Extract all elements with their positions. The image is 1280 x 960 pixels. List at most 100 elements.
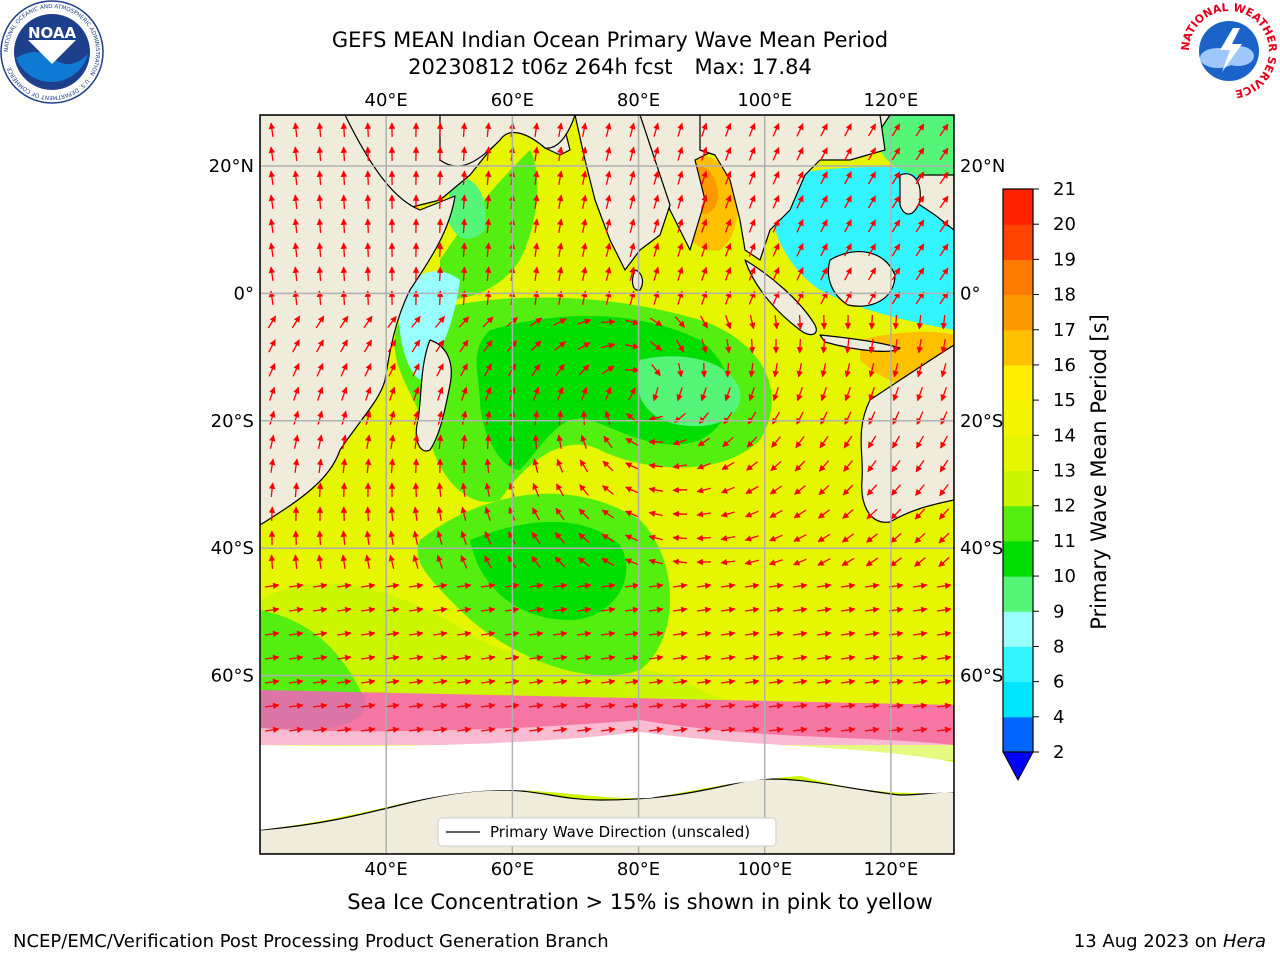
colorbar-tick-15: 20 bbox=[1053, 214, 1076, 235]
land-borneo bbox=[827, 251, 896, 307]
wave-arrow-243 bbox=[529, 317, 543, 327]
wave-arrow-142 bbox=[891, 219, 901, 233]
wave-arrow-651 bbox=[577, 654, 592, 662]
wave-arrow-523 bbox=[292, 554, 300, 570]
wave-arrow-578 bbox=[913, 582, 928, 590]
wave-arrow-425 bbox=[721, 461, 735, 471]
wave-arrow-622 bbox=[577, 630, 592, 638]
wave-arrow-473 bbox=[484, 506, 491, 521]
wave-arrow-103 bbox=[653, 194, 660, 209]
wave-arrow-352 bbox=[365, 410, 372, 425]
wave-arrow-617 bbox=[457, 630, 472, 638]
wave-arrow-684 bbox=[673, 678, 688, 686]
wave-arrow-54 bbox=[867, 147, 877, 161]
wave-arrow-595 bbox=[625, 606, 640, 614]
wave-arrow-485 bbox=[769, 510, 783, 518]
wave-arrow-264 bbox=[340, 339, 348, 353]
wave-arrow-624 bbox=[625, 630, 640, 638]
wave-arrow-145 bbox=[268, 242, 276, 257]
wave-arrow-235 bbox=[339, 315, 349, 329]
wave-arrow-182 bbox=[460, 266, 468, 282]
wave-arrow-460 bbox=[866, 484, 878, 496]
wave-arrow-160 bbox=[629, 242, 636, 257]
colorbar-bin-14 bbox=[1003, 224, 1033, 260]
wave-arrow-23 bbox=[820, 123, 828, 137]
wave-arrow-697 bbox=[289, 702, 304, 710]
wave-arrow-337 bbox=[700, 387, 707, 402]
wave-arrow-370 bbox=[796, 411, 804, 425]
wave-arrow-124 bbox=[460, 218, 468, 234]
wave-arrow-457 bbox=[794, 485, 806, 495]
wave-arrow-2 bbox=[316, 122, 324, 138]
wave-arrow-723 bbox=[913, 702, 928, 710]
wave-arrow-508 bbox=[625, 534, 639, 542]
wave-arrow-191 bbox=[677, 266, 684, 281]
wave-arrow-427 bbox=[770, 460, 782, 472]
wave-arrow-67 bbox=[484, 170, 492, 186]
wave-arrow-734 bbox=[481, 726, 496, 734]
wave-arrow-288 bbox=[916, 338, 924, 354]
lat-tick-right-1: 0° bbox=[960, 283, 980, 304]
wave-arrow-46 bbox=[677, 146, 684, 161]
wave-arrow-433 bbox=[915, 459, 925, 473]
wave-arrow-75 bbox=[677, 170, 684, 185]
wave-arrow-374 bbox=[892, 411, 900, 425]
wave-arrow-383 bbox=[412, 434, 420, 449]
lon-tick-top-1: 60°E bbox=[491, 90, 534, 111]
wave-arrow-638 bbox=[265, 654, 280, 662]
wave-arrow-353 bbox=[389, 410, 396, 425]
wave-arrow-398 bbox=[771, 436, 781, 448]
wave-arrow-176 bbox=[316, 266, 324, 282]
wave-arrow-323 bbox=[364, 386, 372, 401]
colorbar-tick-8: 13 bbox=[1053, 461, 1076, 482]
wave-arrow-747 bbox=[793, 726, 808, 734]
wave-arrow-345 bbox=[892, 387, 900, 402]
colorbar-extend-arrow bbox=[1002, 751, 1034, 782]
wave-arrow-269 bbox=[459, 339, 469, 353]
wave-arrow-486 bbox=[793, 509, 807, 519]
wave-arrow-491 bbox=[914, 508, 926, 520]
wave-arrow-152 bbox=[436, 242, 444, 258]
wave-arrow-8 bbox=[460, 122, 468, 138]
wave-arrow-402 bbox=[867, 435, 877, 449]
wave-arrow-381 bbox=[364, 434, 372, 450]
wave-arrow-703 bbox=[433, 702, 448, 710]
wave-arrow-268 bbox=[435, 339, 445, 353]
wave-arrow-519 bbox=[890, 532, 902, 544]
wave-arrow-463 bbox=[939, 484, 949, 497]
wave-arrow-378 bbox=[293, 434, 300, 449]
wave-arrow-524 bbox=[316, 554, 324, 569]
wave-arrow-437 bbox=[316, 482, 324, 498]
colorbar-bin-0 bbox=[1003, 716, 1033, 753]
max-value: Max: 17.84 bbox=[694, 55, 812, 79]
wave-arrow-57 bbox=[939, 147, 949, 161]
wave-arrow-570 bbox=[721, 582, 736, 590]
wave-arrow-537 bbox=[624, 558, 639, 566]
wave-arrow-653 bbox=[625, 654, 640, 662]
wave-arrow-4 bbox=[364, 122, 372, 138]
wave-arrow-567 bbox=[649, 582, 664, 590]
wave-arrow-333 bbox=[604, 386, 612, 401]
wave-arrow-515 bbox=[793, 534, 807, 542]
wave-arrow-394 bbox=[672, 438, 687, 446]
wave-arrow-123 bbox=[436, 218, 444, 234]
wave-arrow-666 bbox=[937, 654, 952, 662]
wave-arrow-56 bbox=[915, 147, 925, 161]
wave-arrow-505 bbox=[554, 532, 566, 544]
wave-arrow-253 bbox=[772, 315, 780, 330]
wave-arrow-161 bbox=[653, 242, 660, 257]
wave-arrow-579 bbox=[937, 582, 952, 590]
wave-arrow-727 bbox=[313, 726, 328, 734]
wave-arrow-144 bbox=[939, 219, 949, 233]
wave-arrow-680 bbox=[577, 678, 592, 686]
wave-arrow-397 bbox=[746, 436, 758, 448]
wave-arrow-334 bbox=[628, 387, 636, 401]
wave-arrow-52 bbox=[820, 147, 828, 161]
wave-arrow-626 bbox=[673, 630, 688, 638]
wave-arrow-293 bbox=[340, 363, 348, 377]
wave-arrow-514 bbox=[769, 534, 783, 542]
wave-arrow-694 bbox=[913, 678, 928, 686]
legend-label: Primary Wave Direction (unscaled) bbox=[490, 823, 750, 841]
wave-arrow-502 bbox=[484, 531, 492, 545]
